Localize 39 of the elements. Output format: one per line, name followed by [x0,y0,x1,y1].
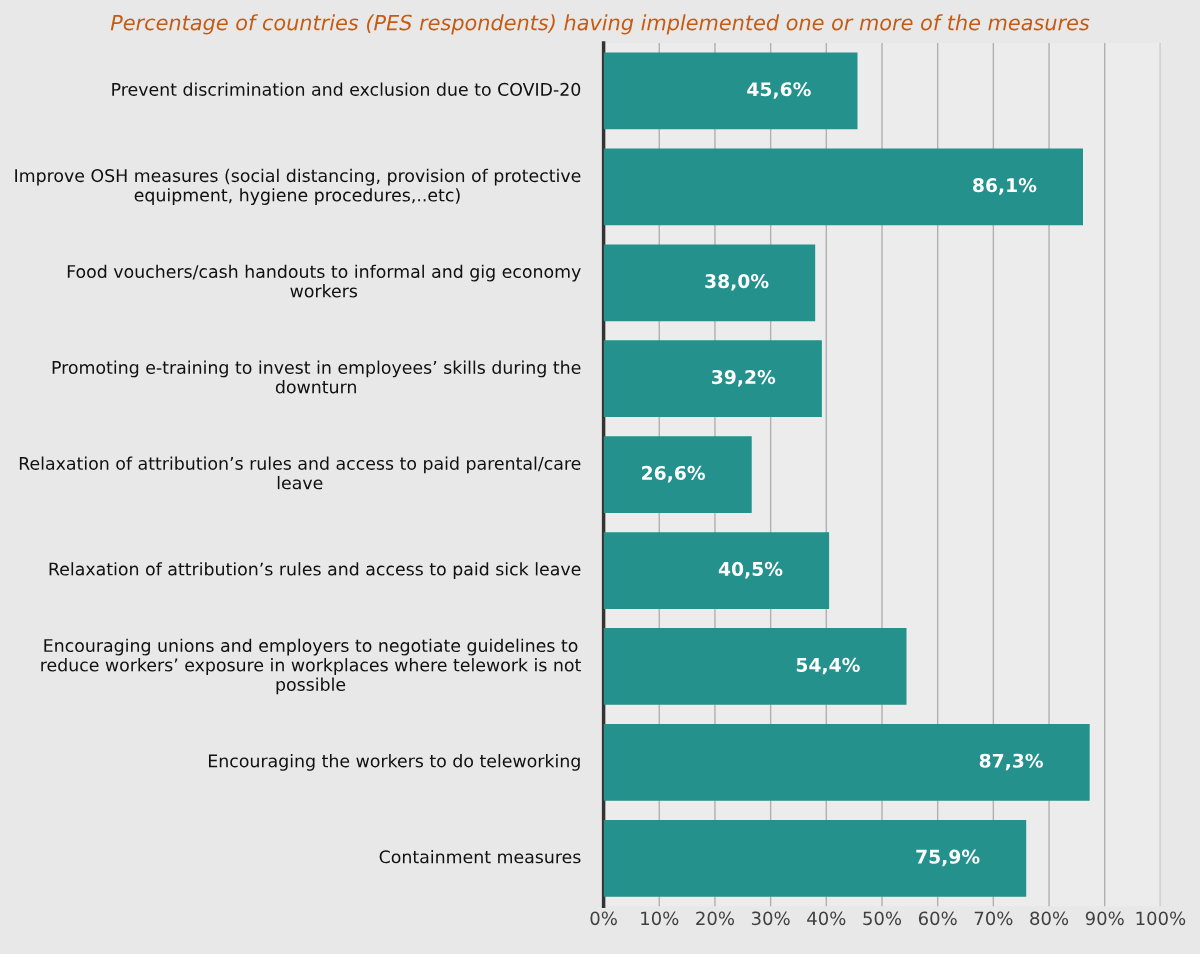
data-label: 86,1% [973,178,1037,195]
y-tick-label: Encouraging the workers to do teleworking [208,754,580,771]
x-tick-label: 70% [974,911,1013,926]
y-tick-label: Food vouchers/cash handouts to informal and gig economy workers [67,264,581,298]
bar [603,148,1083,226]
bar [603,52,858,130]
x-tick-label: 50% [863,911,902,926]
x-tick-label: 40% [807,911,846,926]
data-label: 87,3% [979,753,1044,771]
data-label: 26,6% [642,465,706,483]
y-tick-label: Relaxation of attribution’s rules and access to paid parental/care leave [19,456,581,490]
data-label: 40,5% [718,561,783,579]
bar [603,724,1090,801]
x-tick-label: 0% [590,911,617,926]
y-tick-label: Prevent discrimination and exclusion due to COVID-20 [112,82,581,96]
bar [603,819,1027,897]
x-tick-label: 80% [1030,911,1069,926]
data-label: 75,9% [916,849,980,867]
data-label: 45,6% [747,82,811,99]
x-tick-label: 90% [1085,911,1124,926]
x-tick-label: 100% [1136,911,1186,926]
data-label: 54,4% [796,657,860,675]
x-tick-label: 30% [751,911,790,926]
data-label: 38,0% [705,274,769,291]
y-tick-label: Relaxation of attribution’s rules and access to paid sick leave [49,562,581,579]
bar [603,436,752,513]
chart-title: Percentage of countries (PES respondents) having implemented one or more of the measures [110,14,1090,35]
data-label: 39,2% [712,369,776,387]
x-tick-label: 10% [641,911,679,926]
x-tick-label: 20% [696,911,735,926]
y-tick-label: Improve OSH measures (social distancing, provision of protective equipment, hygiene procedures,..etc) [15,168,581,205]
y-tick-label: Encouraging unions and employers to negotiate guidelines to reduce workers’ exposure in workplaces where telework is not possible [41,638,581,695]
bar [603,244,816,322]
bar [603,340,822,418]
y-tick-label: Containment measures [379,849,581,864]
y-tick-label: Promoting e-training to invest in employees’ skills during the downturn [52,360,581,394]
x-tick-label: 60% [918,911,957,926]
bar [603,628,907,705]
bar [603,532,830,609]
